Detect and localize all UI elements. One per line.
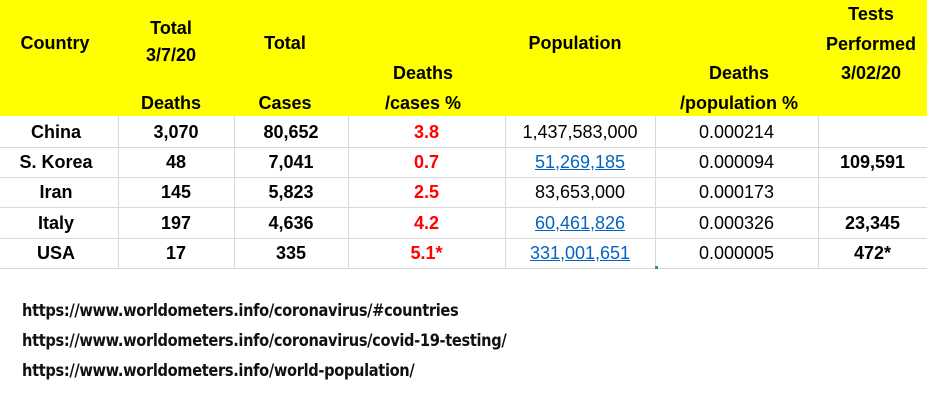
header-cfr-line1: Deaths	[392, 63, 454, 83]
grid-hline	[0, 207, 927, 208]
cell-deaths: 48	[165, 152, 187, 172]
grid-hline	[0, 238, 927, 239]
cell-cfr: 4.2	[413, 213, 440, 233]
table-row-china: China 3,070 80,652 3.8 1,437,583,000 0.0…	[0, 117, 927, 147]
cell-population: 1,437,583,000	[522, 122, 638, 142]
grid-vline	[818, 116, 819, 269]
header-deaths-line2: 3/7/20	[145, 45, 197, 65]
table-row-iran: Iran 145 5,823 2.5 83,653,000 0.000173	[0, 177, 927, 207]
cell-deaths-per-population: 0.000173	[698, 182, 775, 202]
cell-population-link[interactable]: 60,461,826	[534, 213, 626, 233]
grid-vline	[505, 116, 506, 269]
cell-population-link[interactable]: 51,269,185	[534, 152, 626, 172]
cell-tests: 472*	[853, 243, 892, 263]
header-deaths-line1: Total	[150, 18, 192, 38]
header-deaths-line3: Deaths	[140, 93, 202, 113]
cell-deaths-per-population: 0.000326	[698, 213, 775, 233]
grid-hline	[0, 147, 927, 148]
cell-country: Italy	[37, 213, 75, 233]
cell-tests	[818, 177, 927, 207]
cell-population-link[interactable]: 331,001,651	[529, 243, 631, 263]
header-country: Country	[20, 33, 90, 53]
header-cases-line1: Total	[264, 33, 306, 53]
cell-population: 83,653,000	[534, 182, 626, 202]
cell-country: USA	[36, 243, 75, 263]
cell-deaths-per-population: 0.000214	[698, 122, 775, 142]
grid-vline	[234, 116, 235, 269]
header-cases-line2: Cases	[258, 93, 312, 113]
cell-cases: 80,652	[263, 122, 319, 142]
header-dpp-line1: Deaths	[708, 63, 770, 83]
covid-table: Country Total 3/7/20 Deaths Total Cases …	[0, 0, 927, 269]
grid-vline	[655, 116, 656, 269]
header-dpp-line2: /population %	[680, 93, 798, 113]
cell-cases: 5,823	[268, 182, 314, 202]
cell-deaths: 197	[160, 213, 192, 233]
cell-cases: 4,636	[268, 213, 314, 233]
table-row-s-korea: S. Korea 48 7,041 0.7 51,269,185 0.00009…	[0, 147, 927, 177]
cell-country: S. Korea	[19, 152, 93, 172]
cell-deaths: 145	[160, 182, 192, 202]
cell-deaths-per-population: 0.000094	[698, 152, 775, 172]
grid-vline	[118, 116, 119, 269]
source-url-testing[interactable]: https://www.worldometers.info/coronaviru…	[22, 331, 507, 351]
cell-country: China	[30, 122, 81, 142]
cell-cases: 335	[275, 243, 307, 263]
header-population: Population	[528, 33, 622, 53]
cell-cases: 7,041	[268, 152, 314, 172]
header-tests-line2: Performed	[825, 34, 917, 54]
source-links: https://www.worldometers.info/coronaviru…	[22, 296, 585, 386]
cell-cfr: 5.1*	[410, 243, 443, 263]
cell-country: Iran	[39, 182, 73, 202]
cell-cfr: 3.8	[413, 122, 440, 142]
cell-deaths: 3,070	[153, 122, 199, 142]
table-row-usa: USA 17 335 5.1* 331,001,651 0.000005 472…	[0, 238, 927, 268]
header-cfr-line2: /cases %	[384, 93, 462, 113]
cell-deaths: 17	[165, 243, 187, 263]
grid-hline	[0, 177, 927, 178]
header-tests-line3: 3/02/20	[840, 63, 902, 83]
header-tests-line1: Tests	[848, 4, 894, 24]
cell-tests	[818, 117, 927, 147]
cell-tests: 109,591	[839, 152, 906, 172]
cell-deaths-per-population: 0.000005	[698, 243, 775, 263]
source-url-population[interactable]: https://www.worldometers.info/world-popu…	[22, 361, 415, 381]
grid-hline	[0, 268, 927, 269]
cell-fill-handle-mark	[655, 266, 658, 269]
grid-vline	[348, 116, 349, 269]
table-row-italy: Italy 197 4,636 4.2 60,461,826 0.000326 …	[0, 208, 927, 238]
cell-cfr: 2.5	[413, 182, 440, 202]
source-url-countries[interactable]: https://www.worldometers.info/coronaviru…	[22, 301, 459, 321]
header-row: Country Total 3/7/20 Deaths Total Cases …	[0, 0, 927, 116]
cell-cfr: 0.7	[413, 152, 440, 172]
cell-tests: 23,345	[844, 213, 901, 233]
